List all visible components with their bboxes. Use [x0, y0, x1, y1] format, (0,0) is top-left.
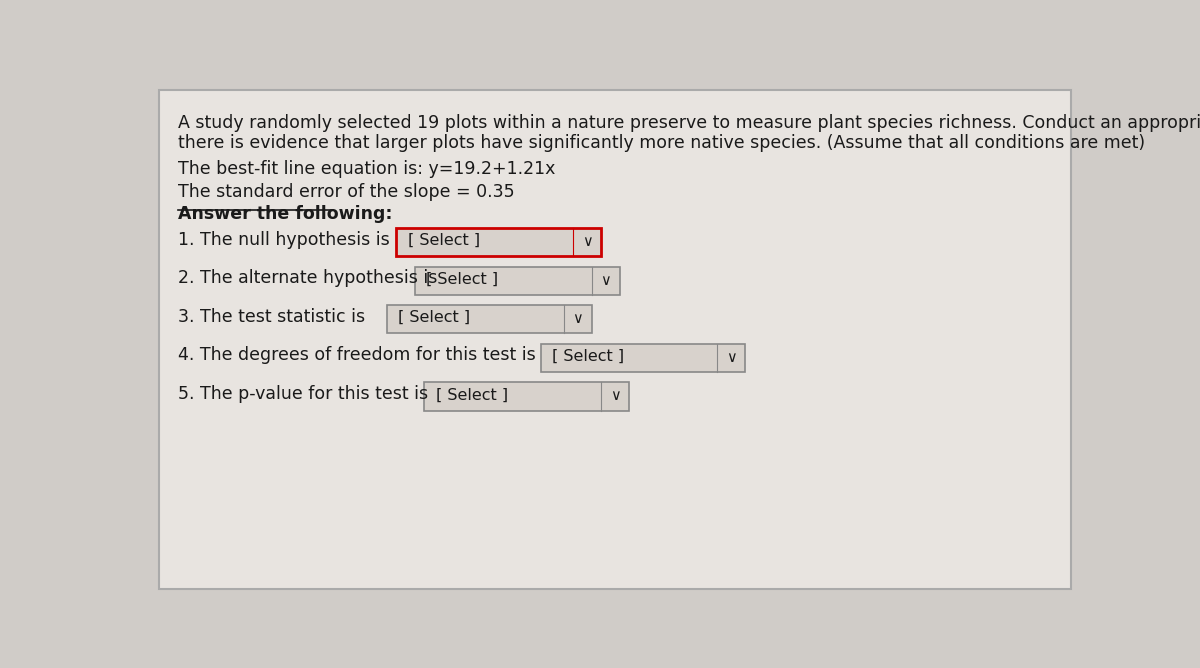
Text: 1. The null hypothesis is: 1. The null hypothesis is: [178, 230, 390, 248]
Text: ∨: ∨: [726, 350, 737, 365]
Text: 2. The alternate hypothesis is: 2. The alternate hypothesis is: [178, 269, 437, 287]
Text: The best-fit line equation is: y=19.2+1.21x: The best-fit line equation is: y=19.2+1.…: [178, 160, 556, 178]
Text: [ Select ]: [ Select ]: [398, 311, 470, 325]
Text: 5. The p-value for this test is: 5. The p-value for this test is: [178, 385, 428, 403]
Text: Answer the following:: Answer the following:: [178, 204, 392, 222]
Text: ∨: ∨: [572, 311, 583, 327]
FancyBboxPatch shape: [425, 382, 629, 411]
Text: there is evidence that larger plots have significantly more native species. (Ass: there is evidence that larger plots have…: [178, 134, 1145, 152]
Text: The standard error of the slope = 0.35: The standard error of the slope = 0.35: [178, 183, 515, 201]
Text: ∨: ∨: [582, 234, 593, 249]
FancyBboxPatch shape: [160, 90, 1070, 589]
Text: ∨: ∨: [610, 389, 620, 403]
Text: [ Select ]: [ Select ]: [426, 272, 498, 287]
FancyBboxPatch shape: [415, 267, 619, 295]
Text: [ Select ]: [ Select ]: [436, 387, 508, 402]
Text: 3. The test statistic is: 3. The test statistic is: [178, 308, 365, 326]
Text: 4. The degrees of freedom for this test is: 4. The degrees of freedom for this test …: [178, 346, 535, 364]
FancyBboxPatch shape: [540, 344, 745, 372]
Text: [ Select ]: [ Select ]: [552, 349, 624, 364]
Text: [ Select ]: [ Select ]: [408, 233, 480, 248]
Text: ∨: ∨: [600, 273, 611, 288]
FancyBboxPatch shape: [388, 305, 592, 333]
Text: A study randomly selected 19 plots within a nature preserve to measure plant spe: A study randomly selected 19 plots withi…: [178, 114, 1200, 132]
FancyBboxPatch shape: [396, 228, 601, 257]
